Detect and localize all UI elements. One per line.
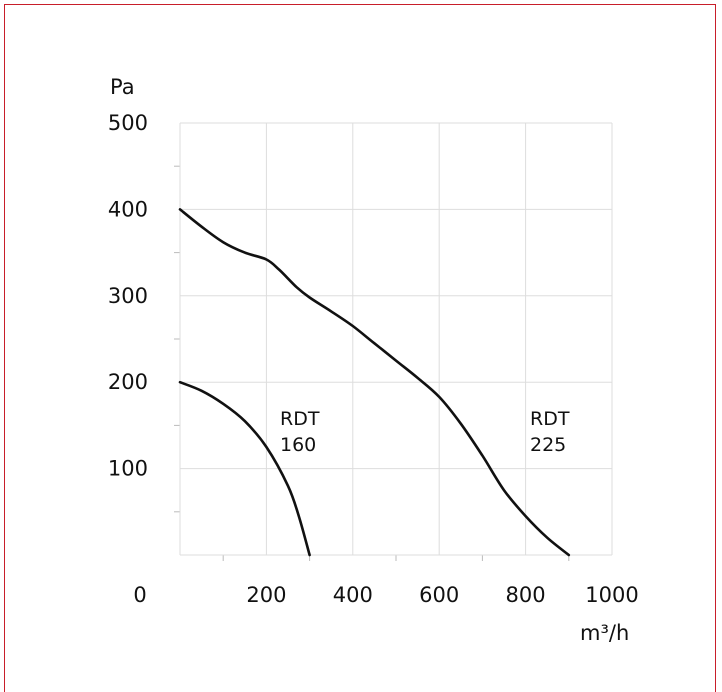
x-tick-label-1: 200 (246, 583, 286, 607)
x-tick-label-2: 400 (333, 583, 373, 607)
series-label-1-line-1: RDT (280, 408, 320, 430)
axes (174, 123, 612, 561)
series-label-2-line-1: RDT (530, 408, 570, 430)
series-line-1 (178, 380, 311, 557)
chart-frame (4, 4, 716, 692)
y-tick-label-1: 200 (108, 370, 148, 394)
x-tick-label-4: 800 (506, 583, 546, 607)
x-tick-label-3: 600 (419, 583, 459, 607)
x-tick-label-5: 1000 (585, 583, 638, 607)
y-tick-label-0: 100 (108, 457, 148, 481)
y-tick-label-4: 500 (108, 111, 148, 135)
tick-labels: 0 200 400 600 800 1000 100 200 300 400 500 (108, 111, 639, 607)
series-labels: RDT 160 RDT 225 (280, 408, 570, 456)
series-label-1-line-2: 160 (280, 434, 316, 456)
y-axis-label: Pa (110, 75, 135, 99)
series-lines (178, 208, 571, 557)
series-label-2-line-2: 225 (530, 434, 566, 456)
series-line-2 (178, 208, 571, 557)
grid (180, 122, 613, 555)
y-tick-label-2: 300 (108, 284, 148, 308)
x-axis-label: m³/h (580, 621, 629, 645)
x-tick-label-0: 0 (133, 583, 146, 607)
y-tick-label-3: 400 (108, 197, 148, 221)
